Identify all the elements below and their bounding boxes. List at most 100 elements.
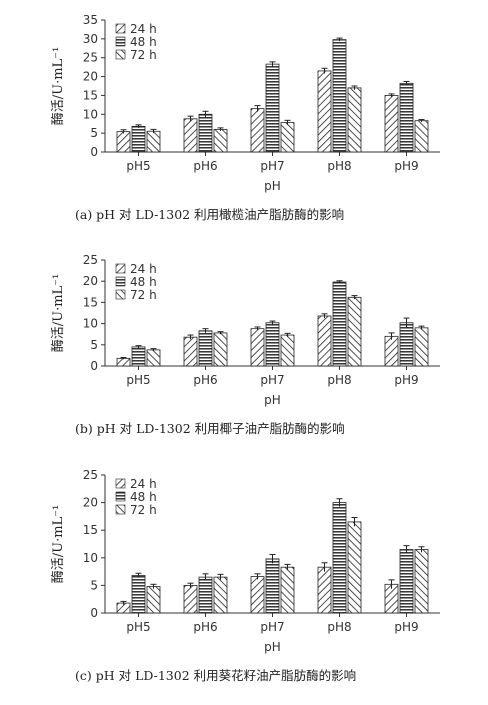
x-tick-label: pH8 (327, 159, 351, 173)
bar-48h-pH8 (332, 281, 347, 367)
y-axis-title: 酶活/U·mL⁻¹ (50, 274, 66, 353)
bar-48h-pH5 (131, 346, 146, 367)
bar-48h-pH7 (265, 63, 280, 153)
y-tick-label: 10 (83, 107, 98, 121)
bar-24h-pH5 (116, 357, 131, 367)
y-tick-label: 0 (90, 145, 98, 159)
legend-swatch (115, 23, 126, 34)
y-tick-label: 15 (83, 295, 98, 309)
bar-72h-pH6 (213, 128, 228, 153)
legend-label: 24 h (130, 22, 157, 36)
figure-caption: (b) pH 对 LD-1302 利用椰子油产脂肪酶的影响 (75, 421, 345, 436)
y-tick-label: 0 (90, 606, 98, 620)
y-axis-title: 酶活/U·mL⁻¹ (50, 505, 66, 584)
y-tick-label: 25 (83, 51, 98, 65)
x-tick-label: pH8 (327, 373, 351, 387)
bar-72h-pH5 (146, 349, 161, 367)
bar-48h-pH5 (131, 575, 146, 614)
y-tick-label: 35 (83, 13, 98, 27)
legend-swatch (115, 504, 126, 515)
bar-48h-pH9 (399, 322, 414, 367)
bar-24h-pH7 (250, 576, 265, 614)
bar-72h-pH9 (414, 549, 429, 614)
bar-72h-pH8 (347, 87, 362, 153)
bar-24h-pH9 (384, 95, 399, 153)
x-axis-title: pH (264, 640, 281, 654)
bar-48h-pH5 (131, 125, 146, 153)
bar-72h-pH5 (146, 130, 161, 153)
y-tick-label: 0 (90, 359, 98, 373)
bar-72h-pH5 (146, 586, 161, 614)
x-tick-label: pH5 (126, 620, 150, 634)
y-tick-label: 5 (90, 126, 98, 140)
bar-48h-pH6 (198, 113, 213, 153)
bar-48h-pH7 (265, 322, 280, 367)
legend-label: 72 h (130, 503, 157, 517)
bar-72h-pH9 (414, 120, 429, 153)
bar-72h-pH6 (213, 332, 228, 367)
y-tick-label: 20 (83, 274, 98, 288)
x-tick-label: pH9 (394, 373, 418, 387)
x-tick-label: pH9 (394, 620, 418, 634)
chart-panel-2: 0 5 10 15 20 25 酶活/U·mL⁻¹ pH5 pH6 pH7 pH8 pH9 pH 24 h… (50, 468, 440, 683)
y-tick-label: 20 (83, 70, 98, 84)
bar-72h-pH7 (280, 334, 295, 367)
bar-24h-pH8 (317, 315, 332, 367)
bar-48h-pH8 (332, 502, 347, 614)
legend-label: 48 h (130, 275, 157, 289)
x-tick-label: pH5 (126, 373, 150, 387)
bar-24h-pH9 (384, 335, 399, 367)
bar-48h-pH8 (332, 39, 347, 153)
bar-24h-pH7 (250, 328, 265, 367)
bar-24h-pH6 (183, 118, 198, 153)
y-tick-label: 15 (83, 523, 98, 537)
x-tick-label: pH5 (126, 159, 150, 173)
figure-caption: (c) pH 对 LD-1302 利用葵花籽油产脂肪酶的影响 (75, 668, 356, 683)
bar-72h-pH8 (347, 296, 362, 367)
bar-24h-pH6 (183, 336, 198, 367)
bar-48h-pH6 (198, 576, 213, 614)
bar-24h-pH8 (317, 70, 332, 153)
legend-label: 72 h (130, 288, 157, 302)
x-tick-label: pH6 (193, 159, 217, 173)
y-tick-label: 15 (83, 88, 98, 102)
x-tick-label: pH7 (260, 159, 284, 173)
bar-24h-pH8 (317, 566, 332, 614)
y-tick-label: 30 (83, 32, 98, 46)
legend-label: 72 h (130, 48, 157, 62)
x-tick-label: pH7 (260, 620, 284, 634)
bar-24h-pH7 (250, 108, 265, 153)
bar-72h-pH6 (213, 576, 228, 614)
y-tick-label: 20 (83, 496, 98, 510)
bar-48h-pH9 (399, 549, 414, 614)
legend-swatch (115, 263, 126, 274)
x-axis-title: pH (264, 179, 281, 193)
bar-72h-pH7 (280, 122, 295, 153)
legend-label: 48 h (130, 35, 157, 49)
x-tick-label: pH6 (193, 620, 217, 634)
y-tick-label: 25 (83, 468, 98, 482)
legend-label: 24 h (130, 477, 157, 491)
figure-caption: (a) pH 对 LD-1302 利用橄榄油产脂肪酶的影响 (75, 207, 344, 222)
y-tick-label: 10 (83, 317, 98, 331)
bar-48h-pH6 (198, 330, 213, 367)
legend-label: 48 h (130, 490, 157, 504)
legend-swatch (115, 289, 126, 300)
y-axis-title: 酶活/U·mL⁻¹ (50, 47, 66, 126)
y-tick-label: 10 (83, 551, 98, 565)
chart-panel-1: 0 5 10 15 20 25 酶活/U·mL⁻¹ pH5 pH6 pH7 pH8 pH9 pH 24 h… (50, 253, 440, 436)
bar-24h-pH5 (116, 131, 131, 153)
bar-48h-pH9 (399, 82, 414, 153)
legend-label: 24 h (130, 262, 157, 276)
y-tick-label: 25 (83, 253, 98, 267)
bar-72h-pH9 (414, 327, 429, 367)
legend-swatch (115, 491, 126, 502)
bar-72h-pH8 (347, 521, 362, 614)
bar-72h-pH7 (280, 566, 295, 614)
legend-swatch (115, 49, 126, 60)
x-tick-label: pH8 (327, 620, 351, 634)
bar-24h-pH6 (183, 585, 198, 614)
legend-swatch (115, 478, 126, 489)
y-tick-label: 5 (90, 338, 98, 352)
